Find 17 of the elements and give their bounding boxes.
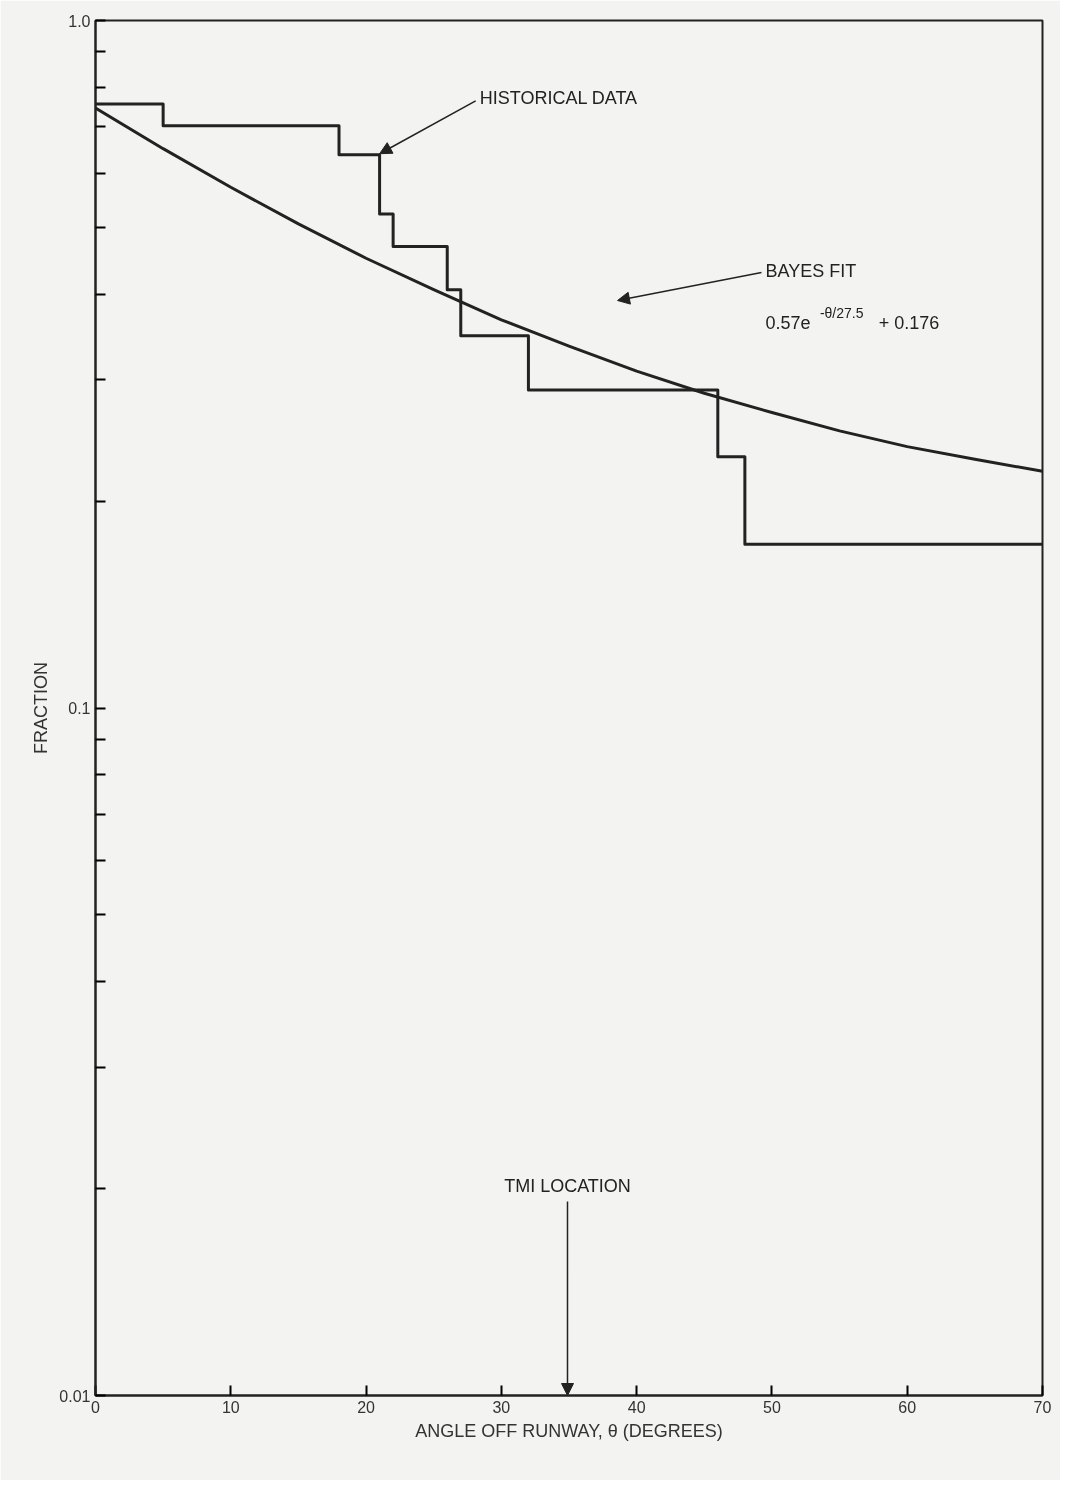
x-tick-label: 30	[492, 1398, 511, 1416]
annotation: 0.57e-θ/27.5 + 0.176	[765, 304, 940, 333]
annotation: HISTORICAL DATA	[479, 87, 638, 108]
x-tick-label: 20	[357, 1398, 376, 1416]
x-axis-title: ANGLE OFF RUNWAY, θ (DEGREES)	[415, 1420, 723, 1441]
y-tick-label: 0.1	[68, 700, 91, 717]
x-tick-label: 60	[898, 1398, 917, 1416]
annotation: TMI LOCATION	[504, 1175, 631, 1196]
y-tick-label: 0.01	[59, 1387, 91, 1405]
x-tick-label: 70	[1033, 1398, 1052, 1416]
x-tick-label: 50	[763, 1398, 781, 1416]
y-axis-title: FRACTION	[31, 662, 52, 754]
annotation: BAYES FIT	[765, 260, 857, 281]
y-tick-label: 1.0	[68, 12, 91, 30]
x-tick-label: 0	[91, 1398, 101, 1416]
x-tick-label: 10	[221, 1398, 240, 1416]
x-tick-label: 40	[627, 1398, 646, 1416]
